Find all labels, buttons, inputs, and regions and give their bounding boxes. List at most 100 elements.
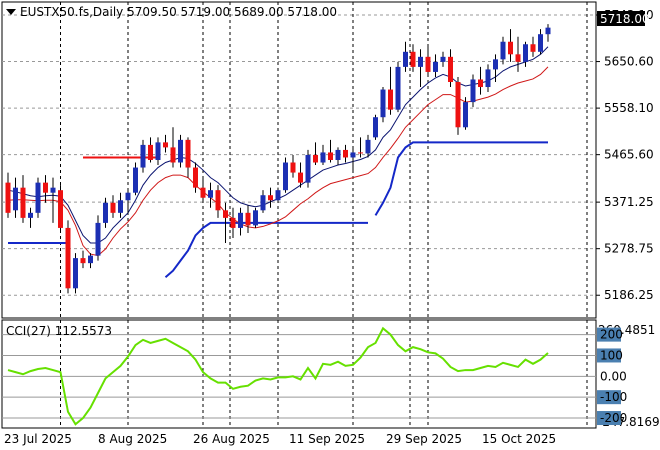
stop-segment xyxy=(164,221,368,278)
candle xyxy=(515,36,521,72)
candle xyxy=(35,177,41,218)
date-axis: 23 Jul 2025 8 Aug 2025 26 Aug 2025 11 Sep 2… xyxy=(4,432,556,446)
candle xyxy=(118,192,123,218)
current-price-tag: 5718.00 xyxy=(597,11,650,26)
candle xyxy=(223,202,228,244)
price-panel xyxy=(1,1,597,319)
candle xyxy=(65,220,71,294)
grid xyxy=(2,2,596,428)
candle xyxy=(500,36,506,65)
candle xyxy=(440,51,446,67)
cci-tick-label: 100 xyxy=(600,348,623,362)
cci-label: CCI(27) 112.5573 xyxy=(6,324,112,338)
price-tick-label: 5650.60 xyxy=(604,55,654,69)
candle xyxy=(358,137,363,158)
candle xyxy=(425,46,431,77)
candle xyxy=(253,207,258,228)
candle xyxy=(193,162,198,193)
cci-tick-label: -200 xyxy=(600,411,627,425)
candle xyxy=(530,36,536,57)
price-axis: 5743.105650.605558.105465.605371.255278.… xyxy=(596,8,654,302)
symbol-header: EUSTX50.fs,Daily 5709.50 5719.00 5689.00… xyxy=(20,5,337,19)
candle xyxy=(365,134,371,158)
candle xyxy=(388,66,393,115)
candle xyxy=(133,162,138,196)
date-tick-label: 11 Sep 2025 xyxy=(289,432,365,446)
candle xyxy=(20,175,26,223)
candle xyxy=(395,61,401,113)
price-tick-label: 5465.60 xyxy=(604,148,654,162)
candle xyxy=(433,54,438,77)
candle xyxy=(88,253,93,269)
price-tick-label: 5371.25 xyxy=(604,195,654,209)
candle xyxy=(283,157,288,193)
candle xyxy=(313,142,318,166)
candle xyxy=(373,114,378,140)
price-tick-label: 5558.10 xyxy=(604,101,654,115)
candles xyxy=(5,24,551,294)
candle xyxy=(343,144,348,163)
candle xyxy=(95,215,101,261)
candle xyxy=(260,190,266,213)
candle xyxy=(185,137,191,178)
candle xyxy=(508,29,513,62)
candle xyxy=(410,44,416,72)
candle xyxy=(275,187,281,203)
candle xyxy=(215,185,221,218)
date-tick-label: 8 Aug 2025 xyxy=(98,432,167,446)
candle xyxy=(13,177,18,218)
cci-tick-label: -100 xyxy=(600,390,627,404)
candle xyxy=(58,185,63,233)
candle xyxy=(380,87,386,123)
candle xyxy=(523,41,528,67)
candle xyxy=(418,49,423,88)
cci-panel xyxy=(1,319,597,429)
candle xyxy=(493,54,498,82)
candle xyxy=(335,147,341,166)
candle xyxy=(5,172,11,218)
cci-line xyxy=(7,326,549,426)
price-tick-label: 5278.75 xyxy=(604,242,654,256)
candle xyxy=(463,97,468,130)
price-tick-label: 5186.25 xyxy=(604,288,654,302)
candle xyxy=(170,127,176,168)
candle xyxy=(80,250,86,269)
candle xyxy=(350,147,356,173)
candle xyxy=(103,197,108,228)
candle xyxy=(485,64,491,93)
candle xyxy=(50,177,56,223)
candle xyxy=(470,74,476,108)
date-tick-label: 23 Jul 2025 xyxy=(4,432,72,446)
candle xyxy=(28,207,33,228)
candle xyxy=(328,139,333,163)
collapse-triangle-icon[interactable] xyxy=(6,9,16,15)
candle xyxy=(545,24,551,42)
candle xyxy=(208,182,213,208)
cci-tick-label: 200 xyxy=(600,328,623,342)
candle xyxy=(110,195,116,218)
candle xyxy=(290,154,296,178)
date-tick-label: 26 Aug 2025 xyxy=(193,432,270,446)
candle xyxy=(125,190,131,213)
stop-segment xyxy=(374,141,548,216)
candle xyxy=(538,29,543,55)
candle xyxy=(43,175,48,203)
candle xyxy=(163,134,168,153)
candle xyxy=(403,41,408,72)
candle xyxy=(200,177,206,203)
candle xyxy=(155,137,161,166)
candle xyxy=(268,187,273,208)
candle xyxy=(140,139,146,173)
candle xyxy=(230,207,236,238)
cci-tick-label: 0.00 xyxy=(600,369,627,383)
date-tick-label: 29 Sep 2025 xyxy=(386,432,462,446)
candle xyxy=(238,207,243,236)
candle xyxy=(320,144,326,166)
svg-text:5718.00: 5718.00 xyxy=(600,12,650,26)
candle xyxy=(148,137,153,163)
candle xyxy=(478,66,483,95)
cci-series xyxy=(7,326,549,426)
candle xyxy=(305,149,311,188)
